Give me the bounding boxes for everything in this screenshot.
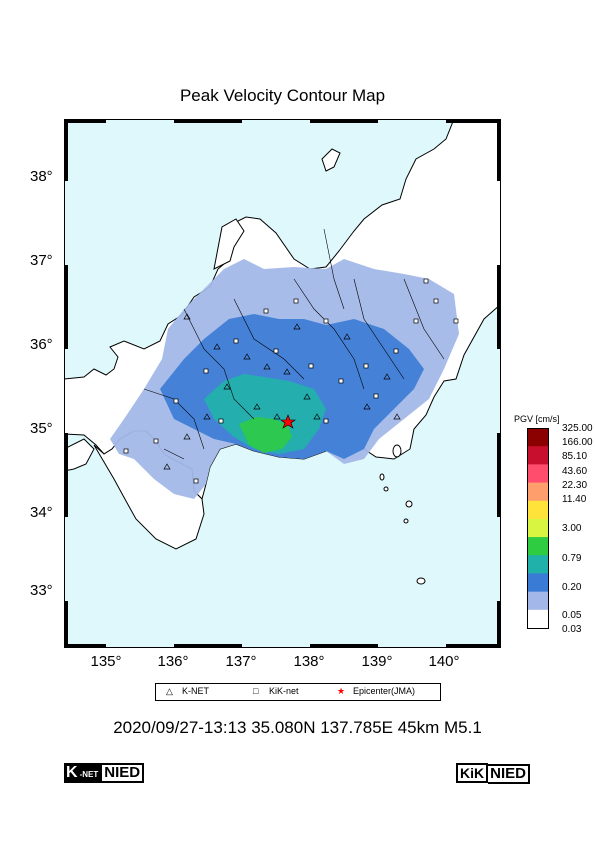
colorbar-cell bbox=[527, 518, 549, 538]
colorbar-cell bbox=[527, 555, 549, 574]
colorbar-label: 3.00 bbox=[562, 523, 582, 534]
island-niijima bbox=[379, 473, 385, 481]
colorbar-label: 325.00 bbox=[562, 423, 593, 434]
lon-label-137: 137° bbox=[225, 653, 257, 670]
colorbar-label: 22.30 bbox=[562, 480, 588, 491]
island-miyake bbox=[405, 500, 413, 508]
lat-label-35: 35° bbox=[30, 420, 53, 437]
epicenter-legend-label: Epicenter(JMA) bbox=[353, 686, 416, 696]
colorbar-label: 0.05 bbox=[562, 610, 582, 621]
colorbar bbox=[527, 428, 549, 629]
colorbar-label: 11.40 bbox=[562, 494, 587, 505]
kiknet-stations bbox=[123, 278, 459, 484]
kiknet-logo-nied: NIED bbox=[488, 764, 530, 784]
colorbar-cell bbox=[527, 464, 549, 484]
colorbar-cell bbox=[527, 428, 549, 447]
knet-legend-symbol: △ bbox=[166, 686, 173, 696]
kiknet-nied-logo: KiK NIED bbox=[456, 763, 558, 784]
kiknet-legend-label: KiK-net bbox=[269, 686, 299, 696]
colorbar-label: 85.10 bbox=[562, 451, 588, 462]
lon-label-140: 140° bbox=[428, 653, 460, 670]
frame-ticks bbox=[64, 119, 501, 648]
station-legend: △ K-NET □ KiK-net ★ Epicenter(JMA) bbox=[155, 683, 441, 701]
colorbar-cell bbox=[527, 591, 549, 611]
map-frame bbox=[64, 119, 501, 648]
map-title: Peak Velocity Contour Map bbox=[179, 86, 386, 105]
lon-label-139: 139° bbox=[361, 653, 393, 670]
island-kozu bbox=[383, 486, 389, 492]
lon-label-135: 135° bbox=[90, 653, 122, 670]
epicenter-legend-symbol: ★ bbox=[337, 686, 346, 696]
contour-0.79 bbox=[204, 374, 326, 454]
lat-label-38: 38° bbox=[30, 168, 53, 185]
island-oshima bbox=[392, 444, 402, 458]
colorbar-title: PGV [cm/s] bbox=[514, 414, 560, 424]
lon-label-138: 138° bbox=[293, 653, 325, 670]
colorbar-label: 0.03 bbox=[562, 624, 582, 635]
prefecture-boundaries bbox=[143, 228, 445, 460]
map-border bbox=[64, 119, 501, 648]
kiknet-legend-symbol: □ bbox=[253, 686, 259, 696]
colorbar-label: 0.20 bbox=[562, 582, 582, 593]
colorbar-label: 0.79 bbox=[562, 553, 582, 564]
land-sado bbox=[321, 148, 341, 172]
contour-3.00 bbox=[239, 417, 292, 453]
knet-logo-k: K bbox=[64, 763, 80, 783]
colorbar-cell bbox=[527, 446, 549, 465]
colorbar-cell bbox=[527, 500, 549, 520]
colorbar-cell bbox=[527, 609, 549, 629]
epicenter-star bbox=[280, 414, 296, 429]
knet-legend-label: K-NET bbox=[182, 686, 209, 696]
colorbar-cell bbox=[527, 537, 549, 556]
colorbar-cell bbox=[527, 573, 549, 593]
lon-label-136: 136° bbox=[157, 653, 189, 670]
lat-label-33: 33° bbox=[30, 582, 53, 599]
knet-nied-logo: K -NET NIED bbox=[64, 763, 166, 783]
colorbar-label: 43.60 bbox=[562, 466, 588, 477]
island-hachijo bbox=[416, 577, 426, 585]
knet-logo-net: -NET bbox=[79, 763, 101, 783]
lat-label-34: 34° bbox=[30, 504, 53, 521]
colorbar-cell bbox=[527, 482, 549, 502]
land-shikoku bbox=[64, 438, 95, 472]
kiknet-logo-kik: KiK bbox=[456, 763, 489, 783]
lat-label-37: 37° bbox=[30, 252, 53, 269]
knet-stations bbox=[163, 313, 401, 470]
event-caption: 2020/09/27-13:13 35.080N 137.785E 45km M… bbox=[113, 718, 482, 737]
island-mikura bbox=[403, 518, 409, 524]
land-noto bbox=[213, 218, 245, 270]
knet-logo-nied: NIED bbox=[100, 763, 145, 783]
lat-label-36: 36° bbox=[30, 336, 53, 353]
colorbar-label: 166.00 bbox=[562, 437, 593, 448]
